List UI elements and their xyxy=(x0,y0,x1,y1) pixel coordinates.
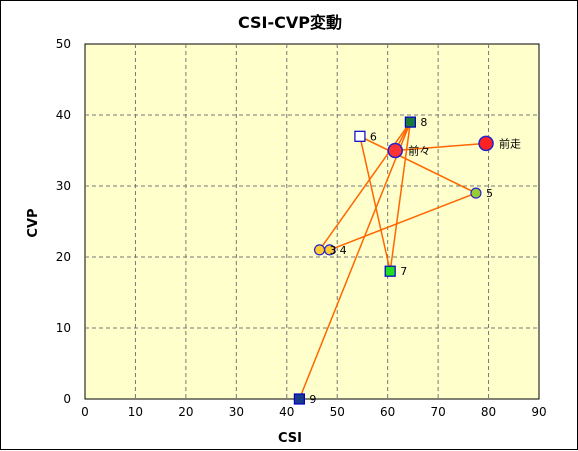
y-tick-label: 40 xyxy=(56,108,71,122)
data-point xyxy=(478,135,494,152)
x-tick-label: 50 xyxy=(330,405,345,419)
y-axis-ticks: 0 10 20 30 40 50 xyxy=(56,37,71,406)
y-axis-label: CVP xyxy=(26,208,41,237)
data-point xyxy=(293,393,305,405)
y-tick-label: 50 xyxy=(56,37,71,51)
y-tick-label: 0 xyxy=(63,392,71,406)
point-label: 前走 xyxy=(499,136,521,150)
y-tick-label: 20 xyxy=(56,250,71,264)
point-label: 4 xyxy=(340,244,347,257)
point-label: 7 xyxy=(400,265,407,278)
series-segment xyxy=(359,135,477,194)
x-axis-label: CSI xyxy=(278,431,302,446)
point-label: 8 xyxy=(420,116,427,129)
series-segment xyxy=(395,142,487,152)
x-tick-label: 60 xyxy=(380,405,395,419)
x-tick-label: 10 xyxy=(128,405,143,419)
y-tick-label: 10 xyxy=(56,321,71,335)
data-point xyxy=(387,142,403,159)
grid-lines xyxy=(85,44,539,399)
x-tick-label: 70 xyxy=(430,405,445,419)
plot-area xyxy=(84,43,540,400)
x-tick-label: 0 xyxy=(81,405,89,419)
data-point xyxy=(384,265,396,277)
plot-background xyxy=(84,43,540,400)
point-label: 9 xyxy=(309,393,316,406)
data-point xyxy=(404,116,416,128)
point-label: 前々 xyxy=(408,144,430,158)
x-tick-label: 40 xyxy=(279,405,294,419)
x-tick-label: 80 xyxy=(481,405,496,419)
point-label: 3 xyxy=(330,244,337,257)
data-point xyxy=(313,244,326,256)
x-tick-label: 30 xyxy=(229,405,244,419)
x-axis-ticks: 0 10 20 30 40 50 60 70 80 90 xyxy=(81,405,546,419)
point-labels: 9 8 7 6 5 43 前々 前走 xyxy=(309,116,521,406)
series-points xyxy=(293,116,494,405)
data-point xyxy=(470,187,482,199)
chart-title: CSI-CVP変動 xyxy=(238,13,342,32)
point-label: 5 xyxy=(486,187,493,200)
data-point xyxy=(354,130,366,142)
x-tick-label: 20 xyxy=(178,405,193,419)
series-segment xyxy=(389,121,412,272)
series-segment xyxy=(359,136,391,272)
point-label: 6 xyxy=(370,130,377,143)
series-segment xyxy=(298,121,412,400)
y-tick-label: 30 xyxy=(56,179,71,193)
series-segment xyxy=(329,192,477,251)
x-tick-label: 90 xyxy=(531,405,546,419)
